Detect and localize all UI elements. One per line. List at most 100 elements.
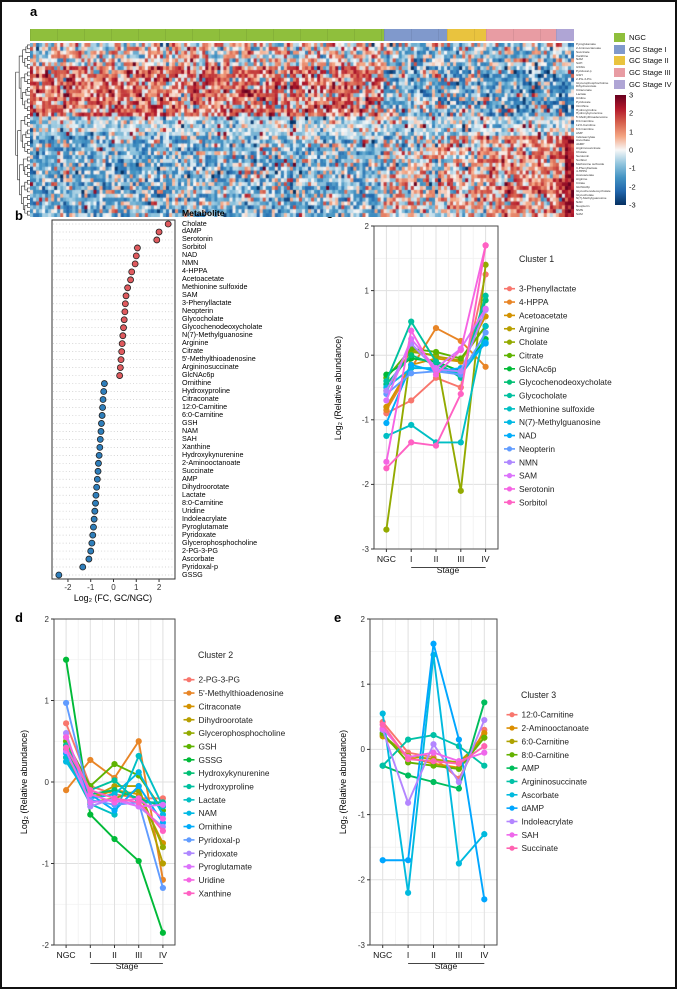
legend-item-4-HPPA: 4-HPPA	[519, 297, 549, 307]
dendrogram-branch	[22, 49, 26, 63]
dendrogram-branch	[24, 73, 28, 82]
series-point-SAH	[481, 749, 488, 756]
legend-key-dot	[186, 837, 192, 843]
heatmap-row-label: SAM	[576, 212, 583, 216]
metabolite-list-item: 5'-Methylthioadenosine	[182, 354, 256, 364]
colorbar-tick-label: -3	[629, 200, 636, 210]
heatmap-row-label: Indoleacrylate	[576, 135, 596, 139]
dotplot-point-Lactate	[92, 491, 100, 499]
dotplot-point-Citraconate	[99, 396, 107, 403]
legend-item-2-PG-3-PG: 2-PG-3-PG	[199, 675, 241, 685]
metabolite-list-item: AMP	[182, 473, 198, 483]
legend-item-Hydroxyproline: Hydroxyproline	[199, 782, 255, 792]
series-point-Indoleacrylate	[430, 741, 437, 748]
x-category-label: NGC	[57, 950, 76, 960]
x-tick-label: -2	[64, 583, 72, 592]
heatmap-row-label: Neopterin	[576, 205, 590, 209]
metabolite-list-item: 4-HPPA	[182, 266, 208, 276]
legend-item-NAM: NAM	[199, 808, 218, 818]
series-point-Glycocholate	[432, 358, 440, 365]
dotplot-point-Pyroglutamate	[90, 523, 97, 531]
group-legend-item-GC Stage I: GC Stage I	[614, 44, 667, 54]
legend-key-dot	[506, 352, 513, 359]
cluster1-legend-title: Cluster 1	[519, 254, 555, 264]
x-category-label: I	[410, 554, 412, 564]
legend-item-Hydroxykynurenine: Hydroxykynurenine	[199, 768, 270, 778]
metabolite-list-item: Dihydroorotate	[182, 481, 230, 491]
metabolite-list-item: Succinate	[182, 465, 214, 475]
series-point-NAD	[383, 419, 390, 427]
heatmap-row-label: Glycocholate	[576, 193, 594, 197]
series-point-8:0-Carnitine	[481, 734, 488, 741]
heatmap-row-label: GlcNAc6p	[576, 185, 590, 189]
legend-item-12:0-Carnitine: 12:0-Carnitine	[522, 710, 575, 720]
panel-d-stage-label: Stage	[115, 961, 139, 971]
dendrogram-branch	[27, 44, 30, 50]
series-point-Pyroglutamate	[159, 801, 166, 808]
series-point-Glycochenodeoxycholate	[408, 352, 415, 359]
dotplot-point-Glycocholate	[120, 316, 128, 324]
heatmap-row-label: Lactate	[576, 93, 587, 97]
legend-item-Arginine: Arginine	[519, 324, 550, 334]
series-point-Cholate	[383, 526, 390, 533]
legend-key-dot	[186, 717, 192, 723]
legend-key-dot	[186, 797, 192, 803]
legend-key-dot	[506, 366, 513, 372]
legend-item-Indoleacrylate: Indoleacrylate	[522, 817, 574, 827]
series-point-dAMP	[481, 896, 488, 903]
metabolite-list-item: Argininosuccinate	[182, 362, 239, 372]
series-point-AMP	[481, 699, 488, 706]
series-point-8:0-Carnitine	[430, 762, 437, 769]
legend-key-dot	[186, 690, 192, 696]
dotplot-point-8:0-Carnitine	[92, 499, 99, 507]
legend-item-NMN: NMN	[519, 457, 538, 467]
heatmap-row-label: Pyroglutamate	[576, 43, 596, 46]
series-point-Methionine sulfoxide	[482, 323, 489, 330]
metabolite-list-item: Indoleacrylate	[182, 513, 227, 523]
metabolite-list-item: NAM	[182, 425, 198, 435]
colorbar-tick-label: 2	[629, 108, 634, 118]
dotplot-point-GSSG	[55, 571, 63, 579]
heatmap-row-label: Serotonin	[576, 154, 590, 158]
series-point-2-PG-3-PG	[63, 720, 70, 727]
legend-key-dot	[506, 486, 513, 492]
legend-item-Pyroglutamate: Pyroglutamate	[199, 862, 253, 872]
metabolite-list-item: Acetoacetate	[182, 274, 224, 284]
legend-key-dot	[506, 459, 513, 465]
heatmap-row-label: Glycerophosphocholine	[576, 81, 609, 85]
dotplot-point-4-HPPA	[128, 268, 136, 276]
series-point-NAM	[63, 758, 70, 765]
group-legend-swatch	[614, 44, 625, 54]
legend-key-dot	[509, 778, 515, 785]
dotplot-point-Hydroxyproline	[100, 388, 108, 395]
legend-key-dot	[506, 392, 513, 399]
heatmap-dendrogram	[15, 44, 30, 216]
x-tick-label: 2	[157, 583, 162, 592]
series-point-Ornithine	[111, 807, 118, 814]
legend-item-NAD: NAD	[519, 431, 537, 441]
y-tick-label: 2	[45, 615, 50, 624]
legend-key-dot	[186, 823, 192, 830]
series-point-Ornithine	[135, 782, 142, 790]
legend-key-dot	[506, 406, 513, 412]
heatmap-row-label: Hydroxyproline	[576, 108, 597, 112]
legend-item-Uridine: Uridine	[199, 875, 226, 885]
legend-item-GSH: GSH	[199, 741, 217, 751]
series-point-Sorbitol	[383, 465, 390, 472]
x-category-label: NGC	[377, 554, 396, 564]
heatmap-row-label: 4-HPPA	[576, 170, 587, 174]
heatmap-group-bar	[30, 29, 574, 41]
dotplot-point-Dihydroorotate	[93, 483, 101, 491]
metabolite-list-item: Pyroglutamate	[182, 521, 229, 531]
dotplot-point-Ornithine	[100, 380, 108, 387]
series-point-Ascorbate	[405, 889, 412, 896]
dotplot-point-GSH	[98, 420, 105, 427]
series-point-Succinate	[379, 721, 386, 728]
legend-item-Lactate: Lactate	[199, 795, 227, 805]
y-tick-label: 0	[361, 745, 366, 754]
dendrogram-branch	[27, 79, 30, 84]
group-legend-swatch	[614, 79, 625, 89]
legend-key-dot	[186, 757, 192, 763]
dotplot-point-SAM	[122, 292, 130, 300]
